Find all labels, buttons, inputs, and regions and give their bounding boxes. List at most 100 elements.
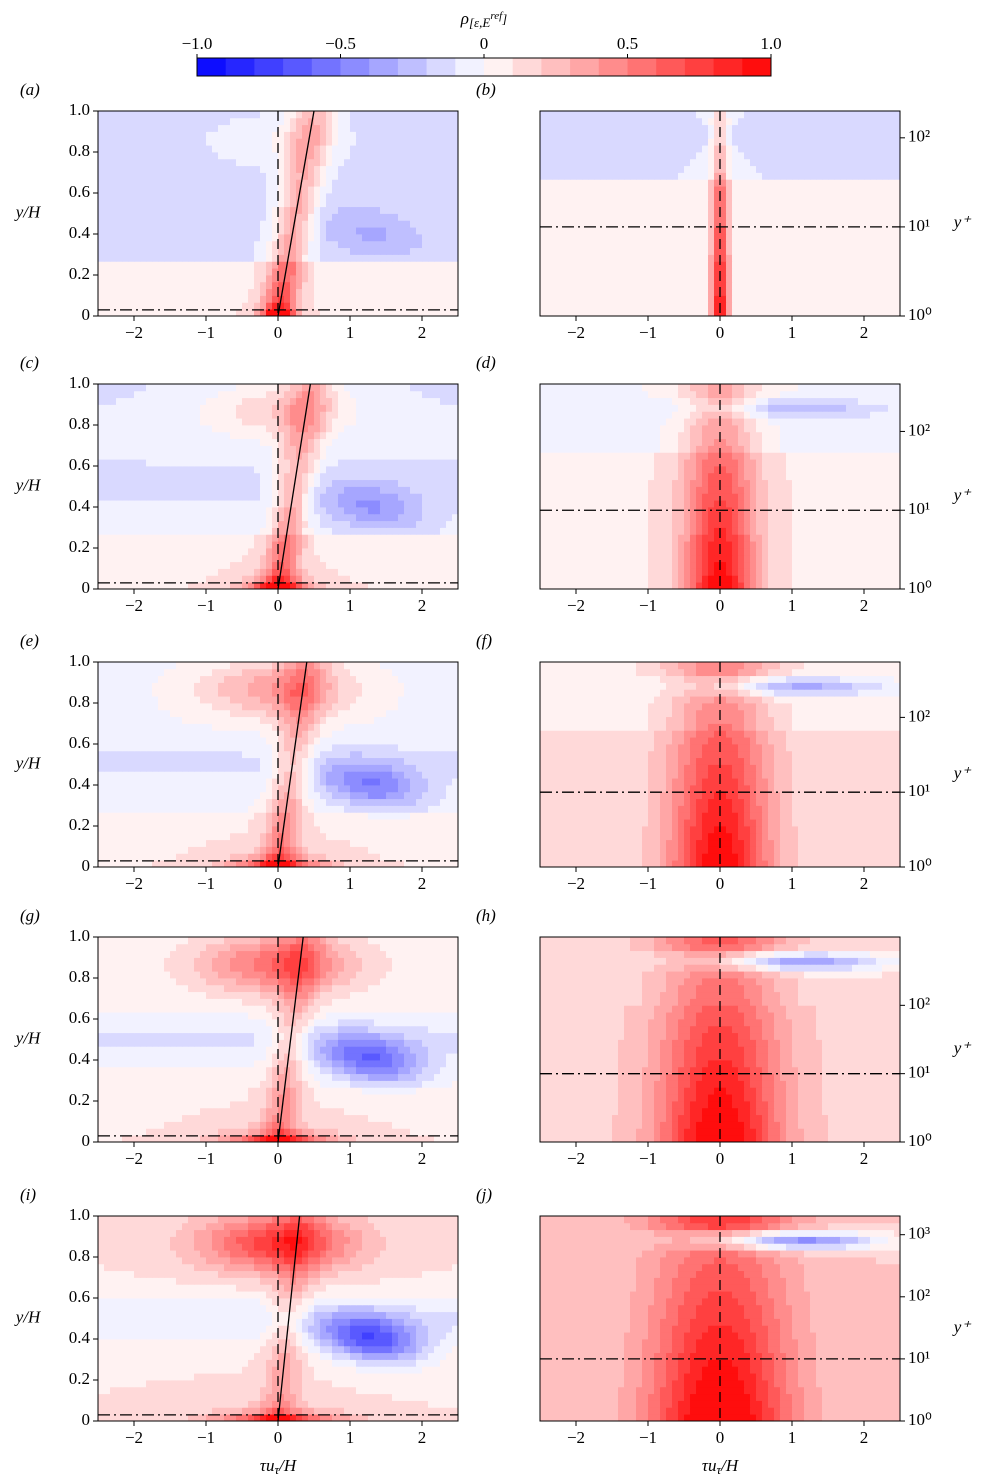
contour-cell <box>708 172 715 180</box>
contour-cell <box>552 172 559 180</box>
contour-cell <box>320 493 327 501</box>
contour-cell <box>134 472 141 481</box>
contour-cell <box>690 254 697 262</box>
contour-cell <box>374 172 381 180</box>
contour-cell <box>870 186 877 194</box>
contour-cell <box>116 234 123 242</box>
contour-cell <box>398 220 405 228</box>
contour-cell <box>350 124 357 132</box>
contour-cell <box>642 138 649 146</box>
contour-cell <box>206 520 213 528</box>
contour-cell <box>894 131 901 139</box>
contour-cell <box>188 459 195 467</box>
contour-cell <box>182 172 189 180</box>
contour-cell <box>422 527 429 535</box>
contour-cell <box>546 206 553 214</box>
x-tick-label: −1 <box>639 323 657 342</box>
contour-cell <box>254 227 261 235</box>
contour-cell <box>266 459 273 467</box>
contour-cell <box>242 568 249 576</box>
contour-cell <box>828 295 835 303</box>
contour-cell <box>212 111 219 119</box>
contour-cell <box>260 541 267 549</box>
contour-cell <box>260 554 267 563</box>
contour-cell <box>326 295 333 303</box>
contour-cell <box>314 507 321 515</box>
contour-cell <box>128 138 135 146</box>
contour-cell <box>164 445 171 453</box>
contour-cell <box>672 206 679 214</box>
contour-cell <box>224 479 231 487</box>
contour-cell <box>708 165 715 173</box>
contour-cell <box>546 131 553 139</box>
contour-cell <box>380 295 387 303</box>
contour-cell <box>164 479 171 487</box>
contour-cell <box>110 145 117 153</box>
contour-cell <box>416 193 423 201</box>
contour-cell <box>660 145 667 153</box>
contour-cell <box>158 561 165 569</box>
contour-cell <box>434 548 441 556</box>
contour-cell <box>852 158 859 167</box>
contour-cell <box>882 179 889 187</box>
contour-cell <box>350 268 357 276</box>
contour-cell <box>260 486 267 494</box>
contour-cell <box>726 111 733 119</box>
contour-cell <box>558 199 565 208</box>
contour-cell <box>386 479 393 487</box>
contour-cell <box>320 124 327 132</box>
contour-cell <box>546 193 553 201</box>
contour-cell <box>104 554 111 563</box>
contour-cell <box>840 275 847 283</box>
contour-cell <box>194 117 201 126</box>
contour-cell <box>164 568 171 576</box>
contour-cell <box>540 124 547 132</box>
contour-cell <box>308 452 315 460</box>
contour-cell <box>374 240 381 249</box>
contour-cell <box>122 295 129 303</box>
contour-cell <box>278 124 285 132</box>
contour-cell <box>152 295 159 303</box>
contour-cell <box>302 561 309 569</box>
contour-cell <box>780 179 787 187</box>
contour-cell <box>392 234 399 242</box>
contour-cell <box>708 206 715 214</box>
contour-cell <box>200 158 207 167</box>
contour-cell <box>134 459 141 467</box>
contour-cell <box>756 268 763 276</box>
contour-cell <box>726 254 733 262</box>
contour-cell <box>422 172 429 180</box>
contour-cell <box>606 186 613 194</box>
contour-cell <box>792 268 799 276</box>
contour-cell <box>284 500 291 508</box>
contour-cell <box>552 186 559 194</box>
contour-cell <box>302 179 309 187</box>
contour-cell <box>834 111 841 119</box>
contour-cell <box>398 247 405 255</box>
contour-cell <box>606 152 613 160</box>
contour-cell <box>606 213 613 221</box>
contour-cell <box>266 117 273 126</box>
contour-cell <box>338 227 345 235</box>
contour-cell <box>176 561 183 569</box>
contour-cell <box>768 295 775 303</box>
contour-cell <box>714 281 721 290</box>
contour-cell <box>720 309 727 317</box>
contour-cell <box>194 261 201 269</box>
contour-cell <box>434 568 441 576</box>
contour-cell <box>152 472 159 481</box>
contour-cell <box>356 179 363 187</box>
contour-cell <box>870 152 877 160</box>
contour-cell <box>266 240 273 249</box>
contour-cell <box>380 124 387 132</box>
contour-cell <box>140 500 147 508</box>
contour-cell <box>840 254 847 262</box>
contour-cell <box>762 288 769 296</box>
contour-cell <box>852 165 859 173</box>
contour-cell <box>314 534 321 542</box>
contour-cell <box>702 275 709 283</box>
contour-cell <box>188 561 195 569</box>
contour-cell <box>182 234 189 242</box>
contour-cell <box>798 213 805 221</box>
contour-cell <box>128 268 135 276</box>
